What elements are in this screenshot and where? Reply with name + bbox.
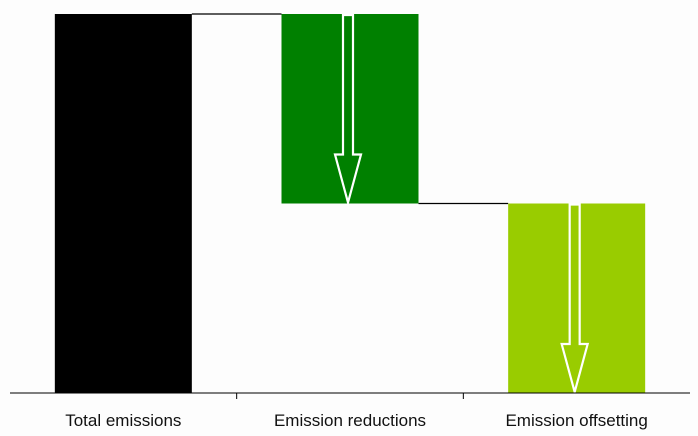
x-tick-label: Emission reductions — [274, 411, 426, 430]
bars-group — [54, 14, 646, 393]
x-tick-label: Total emissions — [65, 411, 181, 430]
bar-total-emissions — [54, 14, 192, 393]
x-tick-labels: Total emissions Emission reductions Emissi… — [65, 411, 648, 430]
connector-lines — [191, 13, 509, 205]
bar-emission-reductions — [281, 14, 419, 204]
down-arrow-icon — [333, 13, 363, 207]
arrows-group — [333, 13, 590, 397]
x-tick-label: Emission offsetting — [505, 411, 647, 430]
x-axis — [10, 392, 690, 399]
down-arrow-icon — [560, 203, 590, 397]
bar-emission-offsetting — [508, 203, 646, 393]
